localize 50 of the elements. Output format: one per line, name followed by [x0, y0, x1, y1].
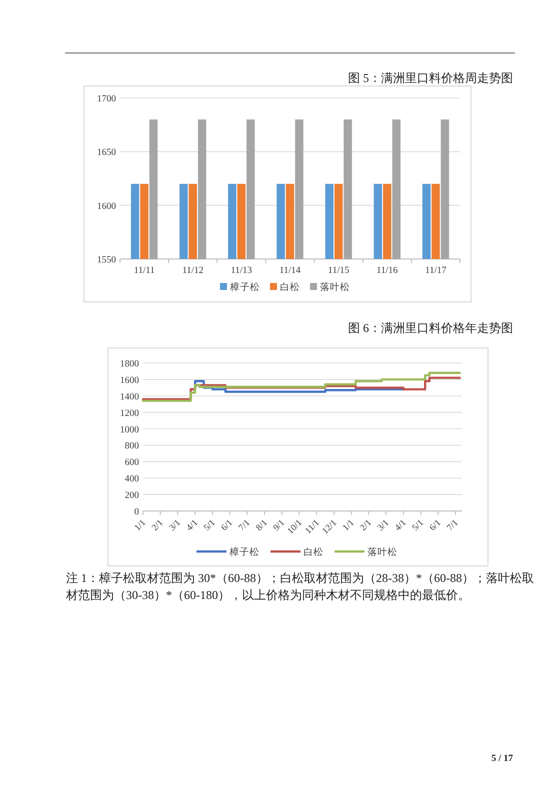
x-tick-label: 8/1 — [254, 517, 269, 533]
legend-label: 樟子松 — [228, 546, 260, 558]
y-tick-label: 1800 — [120, 360, 140, 370]
text: 注 1：樟子松取材范围为 30*（60-88）；白松取材范围为（28-38）*（60-88）；落叶松取材范围为（30-38）*（60-180），以上价格为同种木材不同规格中的最低价。 — [66, 571, 534, 602]
y-tick-label: 600 — [124, 458, 140, 468]
y-tick-label: 1550 — [97, 256, 116, 266]
x-tick-label: 11/11 — [134, 266, 155, 276]
legend-label: 落叶松 — [368, 546, 398, 558]
x-tick-label: 11/12 — [182, 266, 204, 276]
x-tick-label: 4/1 — [184, 517, 200, 533]
y-tick-label: 1000 — [120, 425, 140, 436]
x-tick-label: 11/15 — [328, 266, 350, 276]
legend-label: 白松 — [280, 281, 300, 293]
x-tick-label: 7/1 — [236, 517, 252, 533]
x-tick-label: 12/1 — [320, 517, 338, 536]
y-tick-label: 200 — [124, 491, 140, 502]
text: 5 / 17 — [491, 754, 514, 764]
y-tick-label: 1600 — [120, 376, 140, 386]
y-tick-label: 1600 — [97, 202, 116, 212]
x-tick-label: 5/1 — [202, 517, 217, 533]
y-tick-label: 1400 — [120, 392, 140, 402]
x-tick-label: 11/17 — [425, 266, 447, 276]
x-tick-label: 11/16 — [376, 266, 398, 276]
y-tick-label: 800 — [124, 442, 140, 452]
x-tick-label: 4/1 — [392, 517, 408, 533]
x-tick-label: 2/1 — [150, 517, 165, 533]
x-tick-label: 11/14 — [279, 266, 301, 276]
y-tick-label: 1700 — [97, 94, 116, 104]
legend-label: 樟子松 — [229, 281, 260, 293]
x-tick-label: 6/1 — [219, 517, 234, 533]
y-tick-label: 1650 — [97, 148, 116, 158]
legend-label: 落叶松 — [320, 281, 350, 293]
x-tick-label: 3/1 — [166, 517, 182, 533]
x-tick-label: 1/1 — [340, 517, 356, 533]
x-tick-label: 6/1 — [427, 517, 443, 533]
x-tick-label: 11/13 — [230, 266, 252, 276]
chart-title: 图 5：满洲里口料价格周走势图 — [348, 71, 513, 85]
x-tick-label: 1/1 — [132, 517, 148, 533]
x-tick-label: 2/1 — [358, 517, 374, 533]
y-tick-label: 1200 — [120, 408, 140, 419]
x-tick-label: 7/1 — [444, 517, 460, 533]
x-tick-label: 11/1 — [302, 517, 322, 536]
x-tick-label: 9/1 — [271, 517, 286, 533]
x-tick-label: 3/1 — [375, 517, 390, 533]
x-tick-label: 10/1 — [285, 517, 304, 536]
x-tick-label: 5/1 — [410, 517, 426, 533]
chart-title: 图 6：满洲里口料价格年走势图 — [348, 321, 513, 335]
y-tick-label: 0 — [134, 508, 140, 518]
legend-label: 白松 — [304, 546, 324, 558]
y-tick-label: 400 — [124, 474, 140, 485]
